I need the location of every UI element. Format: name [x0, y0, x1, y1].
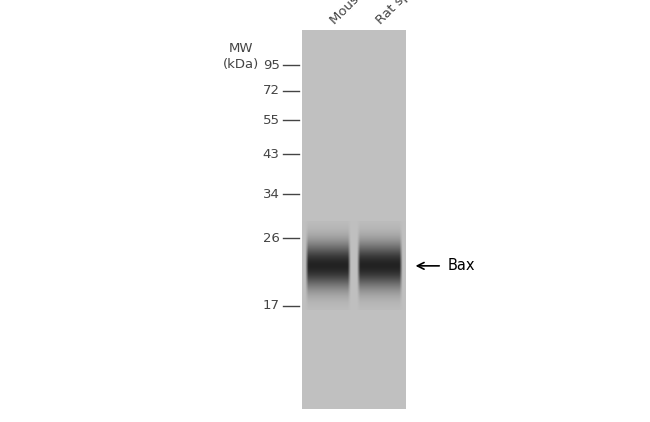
- Text: Mouse spleen: Mouse spleen: [328, 0, 402, 27]
- Text: 26: 26: [263, 232, 280, 245]
- Text: Bax: Bax: [447, 258, 474, 273]
- Text: 34: 34: [263, 188, 280, 200]
- Text: 72: 72: [263, 84, 280, 97]
- Text: MW
(kDa): MW (kDa): [222, 42, 259, 71]
- Text: Rat spleen: Rat spleen: [374, 0, 433, 27]
- Bar: [302, 30, 406, 409]
- Text: 95: 95: [263, 59, 280, 72]
- Text: 55: 55: [263, 114, 280, 127]
- Text: 43: 43: [263, 148, 280, 160]
- Text: 17: 17: [263, 300, 280, 312]
